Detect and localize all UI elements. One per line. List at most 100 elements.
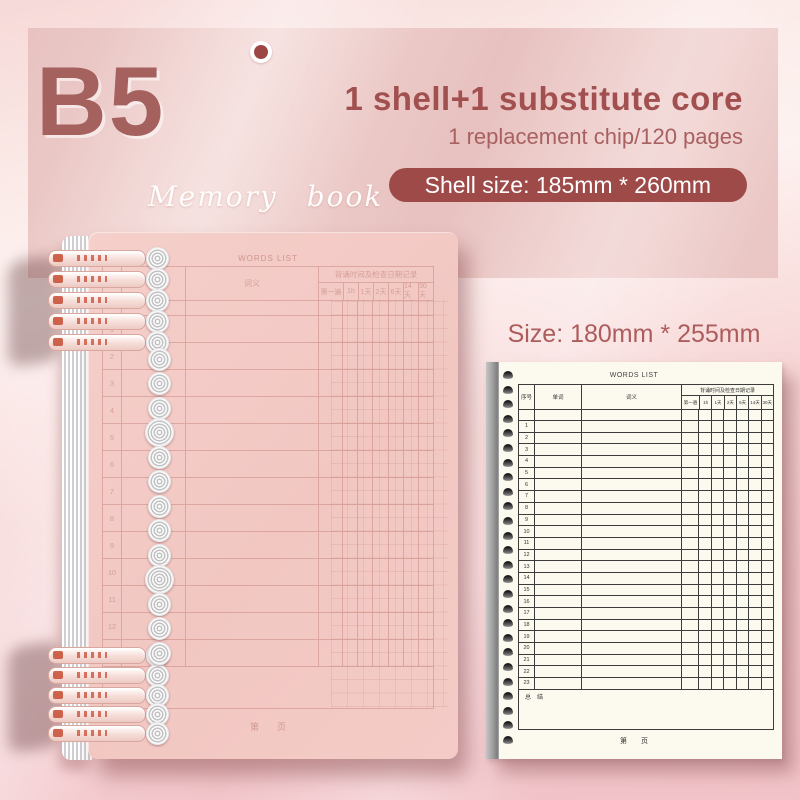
review-check-cell (698, 584, 711, 596)
review-check-cell (387, 370, 403, 396)
row-number-cell: 19 (523, 633, 530, 640)
review-check-cell (372, 343, 387, 369)
row-number-cell: 18 (523, 622, 530, 629)
review-check-cell (710, 514, 724, 526)
review-check-cell (372, 559, 387, 585)
word-cell (534, 456, 581, 467)
review-group-label: 背诵时间及检查日期记录 (319, 267, 433, 283)
review-check-cell (698, 526, 711, 537)
meaning-cell (581, 467, 681, 479)
word-cell (121, 424, 185, 450)
review-check-cell (735, 537, 749, 549)
review-check-cell (698, 467, 711, 479)
review-check-cell (318, 559, 342, 585)
punch-hole-icon (503, 400, 513, 409)
table-row: 7 (519, 490, 773, 502)
review-check-cell (710, 444, 724, 456)
review-col-header: 第一遍 (320, 288, 342, 296)
row-number-cell: 6 (109, 459, 115, 469)
review-check-cell (402, 451, 418, 477)
binder-ring-icon (147, 543, 171, 567)
review-check-cell (760, 549, 774, 561)
row-number-cell: 11 (523, 540, 530, 547)
review-check-cell (698, 491, 711, 502)
binder-ring-icon (146, 722, 169, 745)
row-number-cell: 17 (523, 610, 530, 617)
review-check-cell (417, 316, 433, 342)
review-check-cell (735, 643, 749, 654)
review-check-cell (710, 643, 724, 654)
binder-ring-icon (144, 565, 174, 594)
review-check-cell (342, 613, 357, 639)
row-number-cell (519, 410, 534, 420)
review-check-cell (681, 572, 698, 584)
review-check-cell (760, 467, 774, 479)
review-check-cell (387, 640, 403, 666)
word-cell (121, 586, 185, 612)
review-check-cell (748, 549, 761, 561)
meaning-cell (581, 596, 681, 607)
word-cell (534, 444, 581, 456)
word-cell (534, 631, 581, 643)
meaning-cell (185, 640, 318, 666)
review-check-cell (748, 479, 761, 491)
review-check-cell (372, 316, 387, 342)
review-check-cell (681, 631, 698, 643)
binder-ring-icon (147, 641, 171, 665)
punch-hole-icon (503, 458, 513, 467)
review-check-cell (318, 301, 342, 315)
punch-hole-icon (503, 575, 513, 584)
row-number-cell: 9 (109, 540, 115, 550)
meaning-cell (581, 444, 681, 456)
row-number-cell: 3 (109, 378, 115, 388)
meaning-cell (581, 537, 681, 549)
row-number-cell: 4 (524, 458, 529, 465)
review-check-cell (760, 421, 774, 432)
binder-ring-icon (144, 418, 174, 447)
meaning-cell (185, 370, 318, 396)
row-number-cell: 2 (524, 435, 529, 442)
review-check-cell (342, 451, 357, 477)
review-check-cell (372, 505, 387, 531)
size-label: B5 (36, 46, 166, 156)
review-check-cell (681, 678, 698, 689)
review-check-cell (760, 526, 774, 537)
review-check-cell (357, 424, 372, 450)
punch-hole-icon (503, 692, 513, 701)
meaning-cell (581, 502, 681, 514)
review-check-cell (710, 410, 724, 420)
review-check-cell (387, 424, 403, 450)
word-cell (121, 559, 185, 585)
review-check-cell (681, 537, 698, 549)
review-check-cell (760, 537, 774, 549)
review-check-cell (417, 478, 433, 504)
review-check-cell (760, 596, 774, 607)
word-cell (121, 451, 185, 477)
review-check-cell (402, 586, 418, 612)
word-cell (121, 613, 185, 639)
review-check-cell (417, 640, 433, 666)
review-check-cell (723, 514, 736, 526)
review-check-cell (735, 444, 749, 456)
review-check-cell (748, 491, 761, 502)
word-cell (534, 596, 581, 607)
review-check-cell (372, 640, 387, 666)
binder-ring-icon (147, 592, 171, 616)
meaning-cell (185, 613, 318, 639)
review-check-cell (723, 410, 736, 420)
word-cell (534, 561, 581, 572)
row-number-cell: 10 (523, 528, 530, 535)
review-check-cell (723, 467, 736, 479)
binder-ring-icon (147, 396, 171, 420)
review-check-cell (723, 596, 736, 607)
review-check-cell (387, 559, 403, 585)
binder-ring-icon (146, 310, 169, 333)
word-cell (534, 666, 581, 678)
review-check-cell (710, 479, 724, 491)
review-check-cell (698, 502, 711, 514)
review-check-cell (342, 424, 357, 450)
review-check-cell (723, 432, 736, 444)
table-row: 15 (519, 583, 773, 596)
table-row: 16 (519, 595, 773, 607)
review-check-cell (710, 526, 724, 537)
